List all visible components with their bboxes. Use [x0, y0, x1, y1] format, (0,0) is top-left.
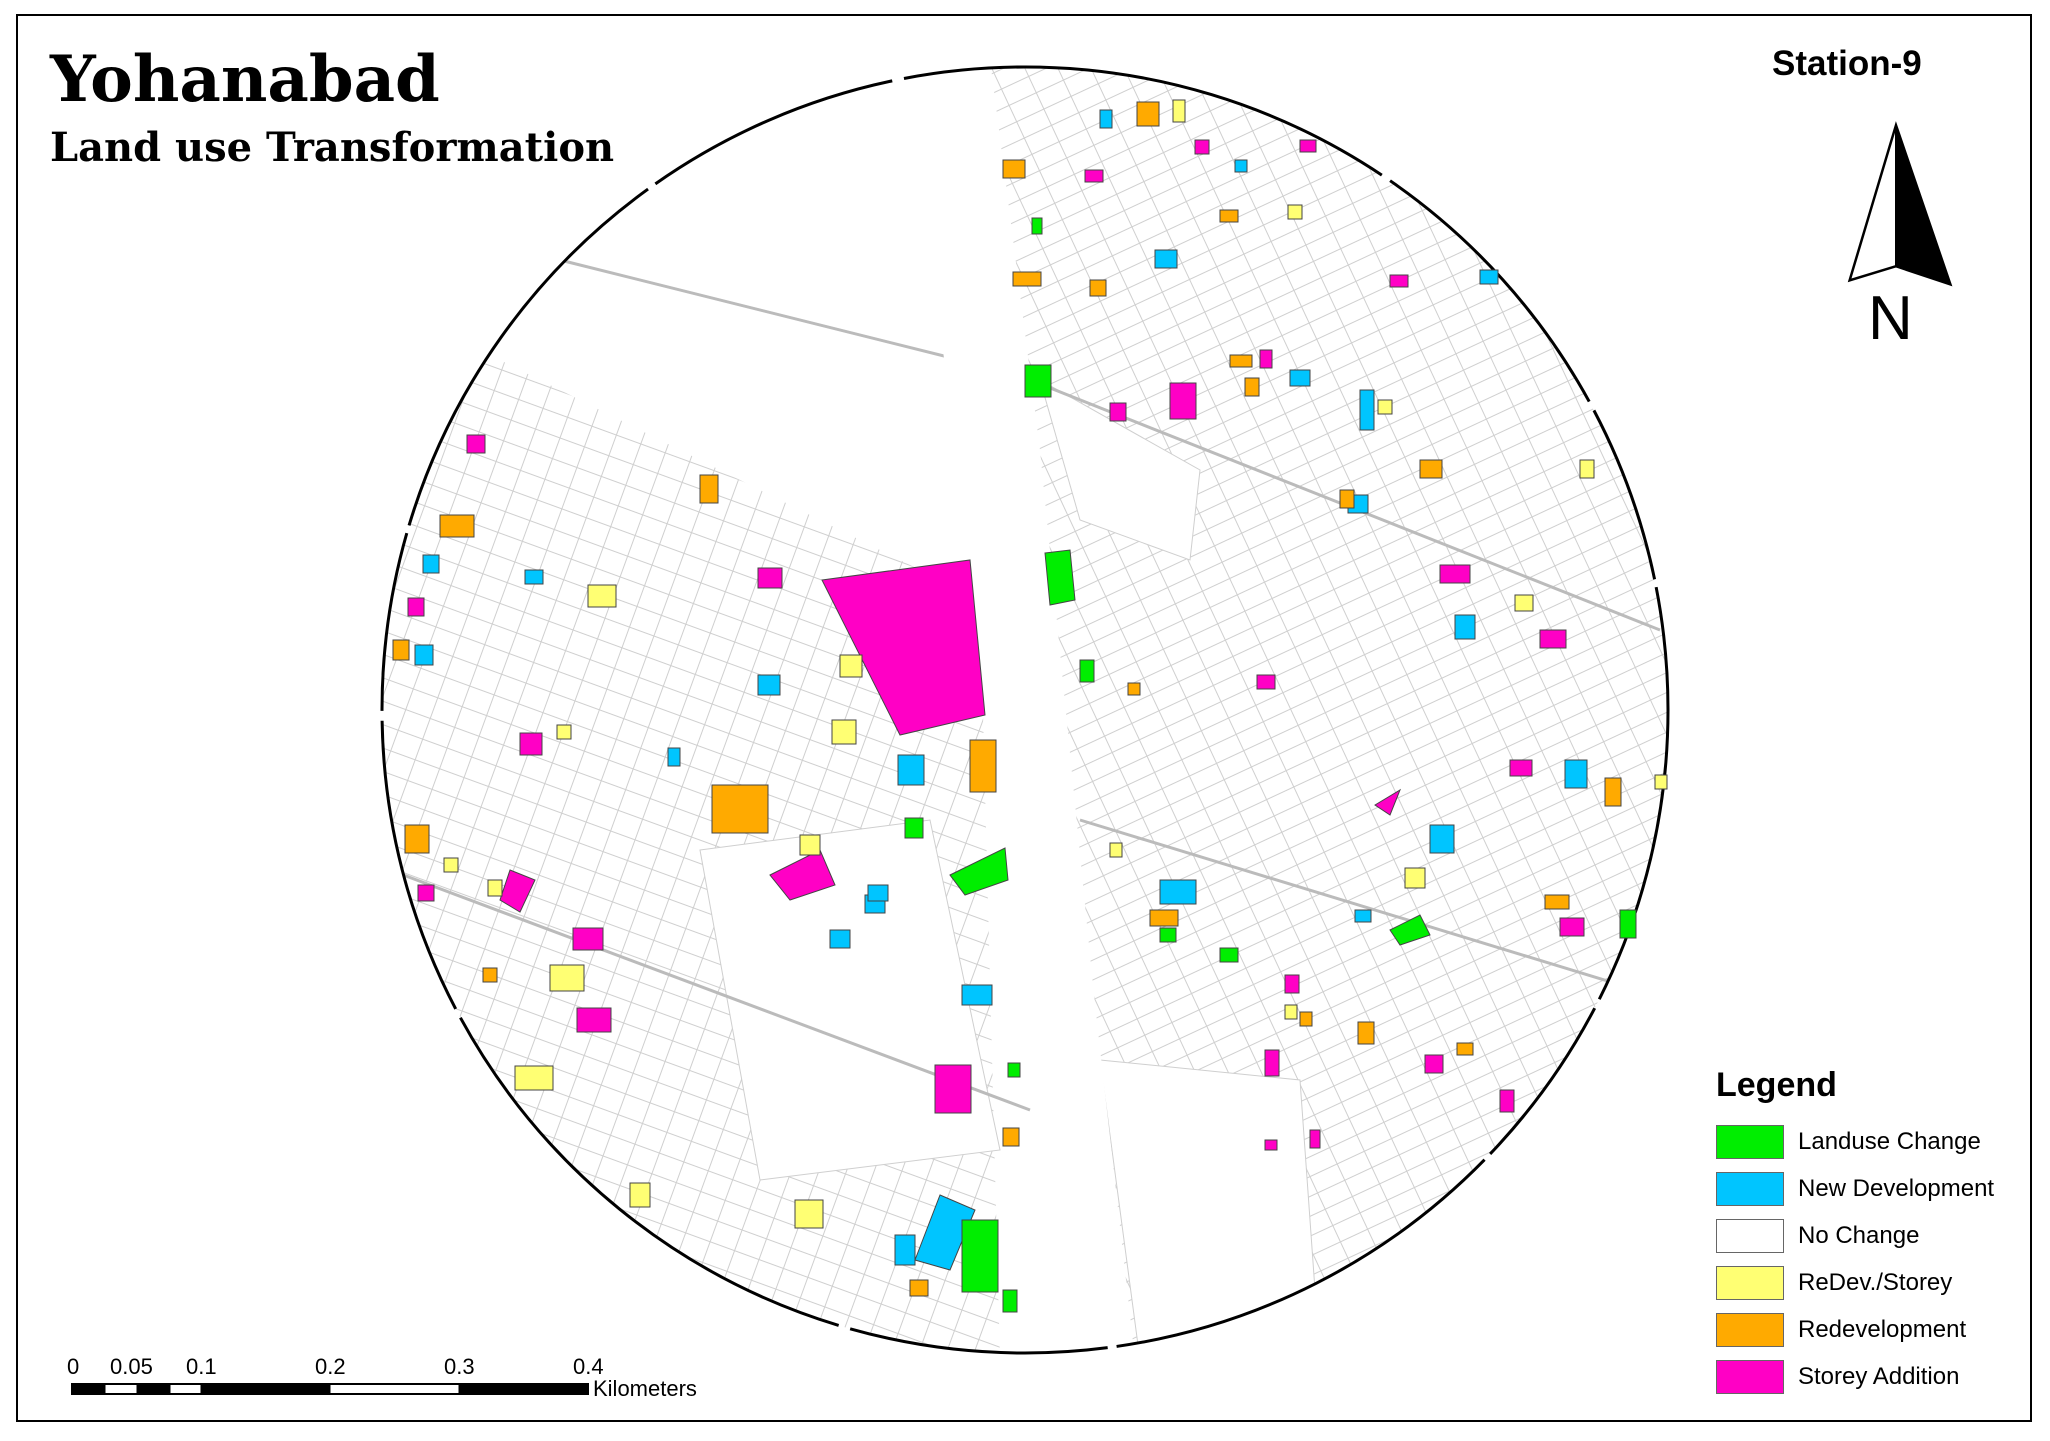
- legend-item-new-development: New Development: [1716, 1171, 1994, 1207]
- scale-tick: 0.4: [573, 1354, 604, 1379]
- scale-tick: 0.3: [444, 1354, 475, 1379]
- scale-tick: 0.2: [315, 1354, 346, 1379]
- legend-label: Landuse Change: [1798, 1128, 1981, 1155]
- north-label: N: [1868, 284, 1913, 353]
- storey-addition-parcels: [407, 139, 1585, 1151]
- landuse-change-parcels: [904, 217, 1637, 1313]
- scale-tick: 0: [67, 1354, 80, 1379]
- swatch-new-development: [1716, 1172, 1784, 1206]
- legend-item-landuse-change: Landuse Change: [1716, 1124, 1981, 1160]
- legend-label: No Change: [1798, 1222, 1920, 1249]
- legend-item-storey-addition: Storey Addition: [1716, 1359, 1959, 1395]
- swatch-redevelopment: [1716, 1313, 1784, 1347]
- scale-tick: 0.1: [186, 1354, 217, 1379]
- map-title: Yohanabad: [50, 42, 440, 117]
- swatch-storey-addition: [1716, 1360, 1784, 1394]
- legend-item-redevelopment: Redevelopment: [1716, 1312, 1966, 1348]
- legend-item-redev-storey: ReDev./Storey: [1716, 1265, 1952, 1301]
- swatch-no-change: [1716, 1219, 1784, 1253]
- legend-label: Storey Addition: [1798, 1363, 1960, 1390]
- scale-unit: Kilometers: [593, 1376, 697, 1401]
- redev-storey-parcels: [443, 99, 1668, 1229]
- legend-label: ReDev./Storey: [1798, 1269, 1953, 1296]
- north-arrow-icon: [1847, 121, 1953, 287]
- swatch-redev-storey: [1716, 1266, 1784, 1300]
- map-subtitle: Land use Transformation: [50, 124, 615, 171]
- legend-title: Legend: [1716, 1066, 1837, 1104]
- swatch-landuse-change: [1716, 1125, 1784, 1159]
- legend-label: New Development: [1798, 1175, 1995, 1202]
- new-development-parcels: [414, 109, 1588, 1271]
- station-label: Station-9: [1772, 44, 1922, 83]
- scale-bar: [71, 1383, 589, 1395]
- legend-label: Redevelopment: [1798, 1316, 1967, 1343]
- redevelopment-parcels: [392, 101, 1622, 1297]
- scale-tick: 0.05: [110, 1354, 153, 1379]
- legend-item-no-change: No Change: [1716, 1218, 1919, 1254]
